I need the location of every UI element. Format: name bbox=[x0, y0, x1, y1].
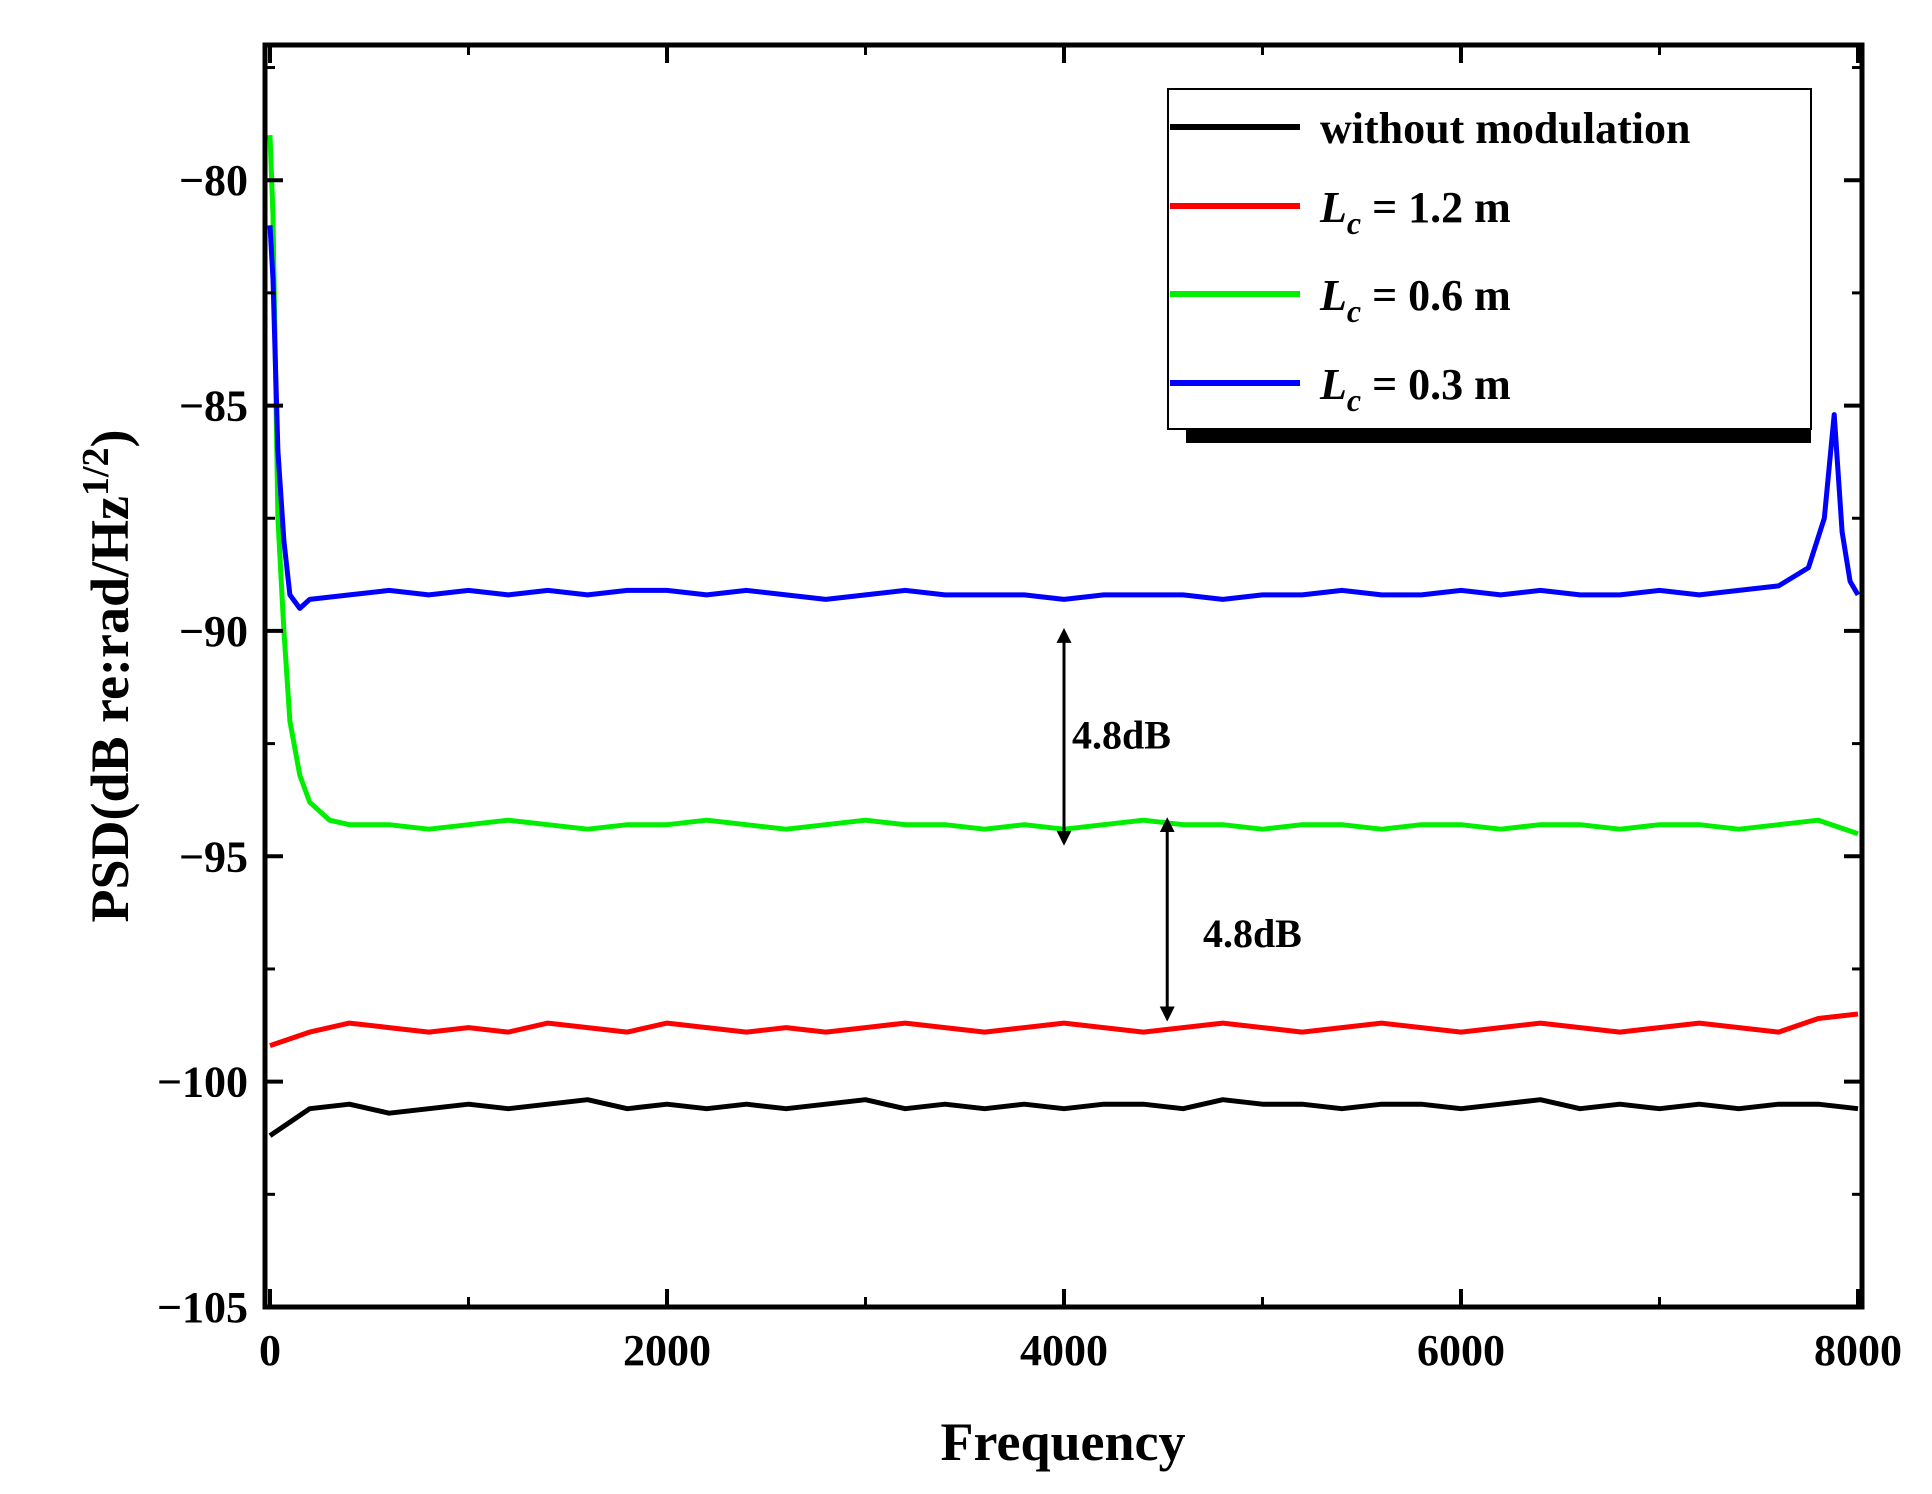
y-tick-label-3: −95 bbox=[179, 832, 248, 881]
x-tick-label-4: 8000 bbox=[1814, 1326, 1902, 1375]
y-tick-label-4: −100 bbox=[157, 1058, 248, 1107]
y-axis-title-sup: 1/2 bbox=[75, 447, 117, 496]
series-line-0 bbox=[268, 1097, 1859, 1138]
legend-label-1: Lc = 1.2 m bbox=[1319, 183, 1511, 241]
y-tick-label-2: −90 bbox=[179, 607, 248, 656]
x-tick-label-2: 4000 bbox=[1020, 1326, 1108, 1375]
legend-label-2: Lc = 0.6 m bbox=[1319, 271, 1511, 329]
annotation-label-0: 4.8dB bbox=[1072, 713, 1171, 758]
y-tick-label-1: −85 bbox=[179, 382, 248, 431]
x-tick-label-3: 6000 bbox=[1417, 1326, 1505, 1375]
legend: without modulation Lc = 1.2 m Lc = 0.6 m Lc… bbox=[1167, 88, 1812, 443]
series-layer bbox=[267, 135, 1861, 1138]
x-axis-title: Frequency bbox=[941, 1412, 1186, 1472]
series-line-2 bbox=[267, 135, 1859, 837]
legend-label-3: Lc = 0.3 m bbox=[1319, 360, 1511, 418]
annotation-label-1: 4.8dB bbox=[1203, 911, 1302, 956]
series-line-3 bbox=[267, 225, 1861, 611]
legend-box bbox=[1167, 88, 1812, 430]
y-axis-title: PSD(dB re:rad/Hz1/2) bbox=[75, 429, 140, 922]
series-line-1 bbox=[269, 1011, 1859, 1048]
y-tick-label-5: −105 bbox=[157, 1283, 248, 1332]
x-tick-label-0: 0 bbox=[259, 1326, 281, 1375]
x-tick-label-1: 2000 bbox=[623, 1326, 711, 1375]
y-axis-title-close: ) bbox=[80, 429, 140, 447]
tick-layer: 0 2000 4000 6000 8000 −80 −85 −90 −95 −100 −105 bbox=[157, 45, 1902, 1375]
legend-label-0: without modulation bbox=[1320, 104, 1690, 153]
y-axis-title-main: PSD(dB re:rad/Hz bbox=[80, 496, 140, 922]
annotation-layer: 4.8dB 4.8dB bbox=[1056, 627, 1302, 1022]
legend-items: without modulation Lc = 1.2 m Lc = 0.6 m Lc… bbox=[1170, 104, 1690, 418]
y-tick-label-0: −80 bbox=[179, 156, 248, 205]
